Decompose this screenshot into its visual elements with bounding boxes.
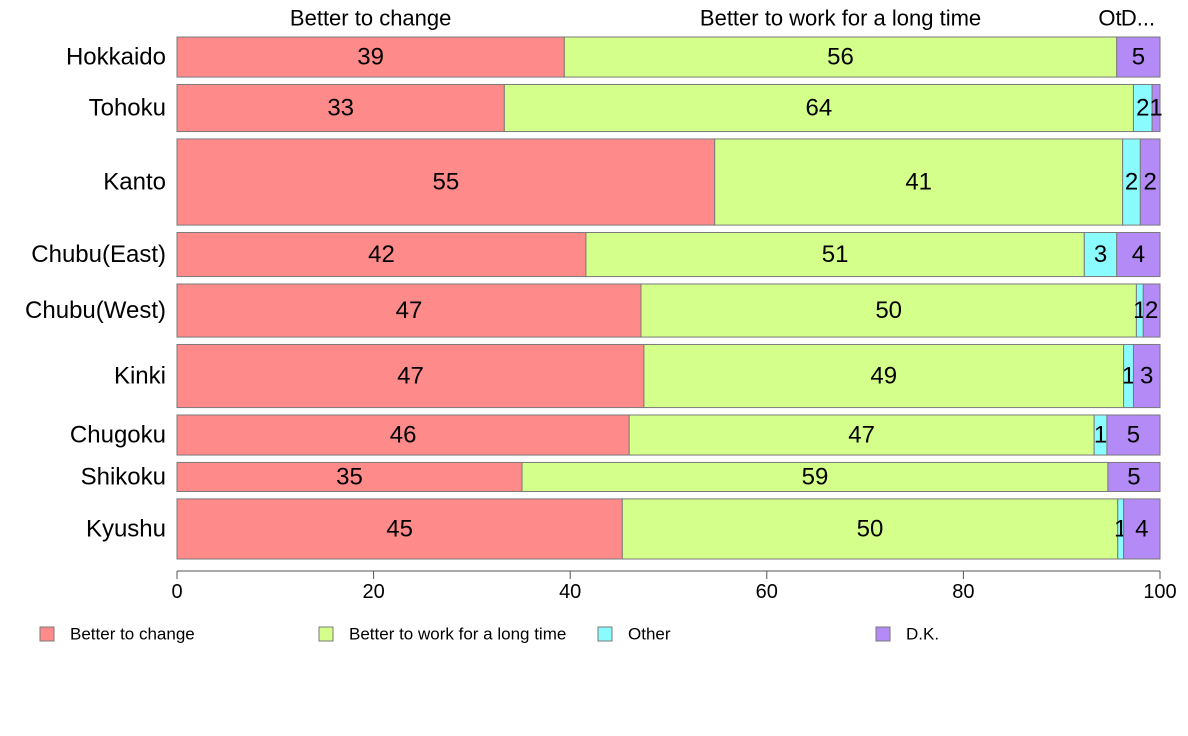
- bar-segment: [176, 414, 630, 456]
- segment-header-label: Better to work for a long time: [700, 6, 981, 31]
- bar-segment: [1116, 36, 1161, 78]
- data-label: 2: [1125, 169, 1138, 196]
- bar-segment: [621, 498, 1119, 560]
- data-label: 4: [1135, 515, 1148, 542]
- data-label: 2: [1136, 95, 1149, 122]
- bar-segment: [503, 83, 1134, 133]
- data-label: 42: [368, 241, 395, 268]
- data-label: 1: [1149, 95, 1162, 122]
- category-label: Kanto: [103, 169, 166, 196]
- data-label: 47: [397, 363, 424, 390]
- bar-segment: [1132, 343, 1161, 409]
- data-label: 1: [1122, 363, 1135, 390]
- data-label: 51: [822, 241, 849, 268]
- category-label: Hokkaido: [66, 44, 166, 71]
- bar-segment: [1083, 231, 1118, 278]
- bar-segment: [176, 138, 716, 226]
- category-label: Tohoku: [89, 95, 166, 122]
- category-label: Chugoku: [70, 422, 166, 449]
- segment-header-label: Ot: [1098, 6, 1121, 31]
- legend-label: Better to change: [70, 625, 195, 644]
- data-label: 4: [1132, 241, 1145, 268]
- legend-swatch: [597, 626, 613, 642]
- x-tick-label: 60: [756, 581, 778, 603]
- category-label: Kinki: [114, 363, 166, 390]
- x-tick-label: 0: [171, 581, 182, 603]
- segment-header-label: D...: [1121, 6, 1155, 31]
- data-label: 2: [1145, 297, 1158, 324]
- data-label: 39: [357, 44, 384, 71]
- bar-segment: [176, 461, 523, 492]
- bar-segment: [1107, 461, 1161, 492]
- legend-swatch: [318, 626, 334, 642]
- data-label: 59: [802, 463, 829, 490]
- data-label: 2: [1143, 169, 1156, 196]
- data-label: 5: [1127, 422, 1140, 449]
- data-label: 64: [806, 95, 833, 122]
- category-label: Chubu(West): [25, 297, 166, 324]
- data-label: 49: [870, 363, 897, 390]
- data-label: 56: [827, 44, 854, 71]
- x-tick-label: 40: [559, 581, 581, 603]
- bar-segment: [1106, 414, 1161, 456]
- bar-segment: [1151, 83, 1161, 133]
- data-label: 50: [857, 515, 884, 542]
- bar-segment: [643, 343, 1125, 409]
- bar-segment: [176, 283, 642, 338]
- bar-segment: [176, 83, 505, 133]
- category-label: Chubu(East): [31, 241, 166, 268]
- data-label: 35: [336, 463, 363, 490]
- legend-label: Other: [628, 625, 671, 644]
- x-tick-label: 80: [952, 581, 974, 603]
- data-label: 5: [1127, 463, 1140, 490]
- bar-segment: [1139, 138, 1161, 226]
- category-label: Kyushu: [86, 515, 166, 542]
- bar-segment: [563, 36, 1118, 78]
- bar-segment: [714, 138, 1124, 226]
- legend-swatch: [875, 626, 891, 642]
- data-label: 47: [848, 422, 875, 449]
- bar-segment: [585, 231, 1085, 278]
- data-label: 33: [327, 95, 354, 122]
- data-label: 55: [432, 169, 459, 196]
- bar-segment: [640, 283, 1137, 338]
- bar-segment: [628, 414, 1095, 456]
- data-label: 46: [390, 422, 417, 449]
- data-label: 50: [875, 297, 902, 324]
- legend-label: D.K.: [906, 625, 939, 644]
- bar-segment: [176, 36, 565, 78]
- bar-segment: [1142, 283, 1161, 338]
- data-label: 45: [386, 515, 413, 542]
- segment-header-label: Better to change: [290, 6, 451, 31]
- bar-segment: [1116, 231, 1161, 278]
- bar-segment: [176, 498, 623, 560]
- x-tick-label: 100: [1143, 581, 1176, 603]
- bar-segment: [1123, 498, 1161, 560]
- data-label: 3: [1140, 363, 1153, 390]
- data-label: 3: [1094, 241, 1107, 268]
- category-label: Shikoku: [81, 463, 166, 490]
- legend-swatch: [39, 626, 55, 642]
- data-label: 47: [396, 297, 423, 324]
- data-label: 1: [1094, 422, 1107, 449]
- bar-segment: [176, 231, 587, 278]
- data-label: 41: [905, 169, 932, 196]
- x-tick-label: 20: [362, 581, 384, 603]
- data-label: 5: [1132, 44, 1145, 71]
- legend-label: Better to work for a long time: [349, 625, 566, 644]
